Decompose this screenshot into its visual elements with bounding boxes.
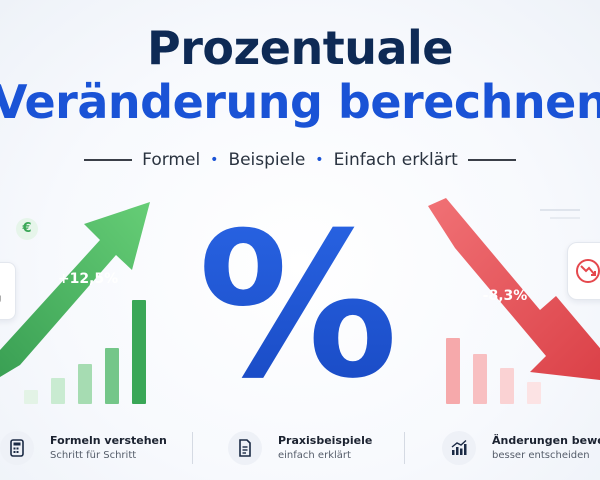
increase-label: +12,5% <box>58 271 118 287</box>
increase-bar <box>105 348 119 404</box>
feature-divider <box>192 432 193 464</box>
subtitle-item-formel: Formel <box>142 150 201 170</box>
increase-bar <box>78 364 92 404</box>
decrease-bar <box>446 338 460 404</box>
decrease-label: -8,3% <box>483 288 528 304</box>
feature-aenderungen: Änderungen bewerten besser entscheiden <box>442 420 600 476</box>
decrease-bar <box>500 368 514 404</box>
document-icon <box>228 431 262 465</box>
trend-down-card <box>567 242 600 300</box>
subtitle-item-einfach: Einfach erklärt <box>333 150 458 170</box>
feature-title: Formeln verstehen <box>50 434 167 447</box>
down-arrow-icon <box>428 198 600 380</box>
feature-subtitle: Schritt für Schritt <box>50 450 137 461</box>
left-card-text: g <box>0 293 1 304</box>
title-line-2: Veränderung berechnen <box>0 75 600 129</box>
decrease-bars <box>446 338 541 404</box>
feature-title: Praxisbeispiele <box>278 434 373 447</box>
increase-bar <box>24 390 38 404</box>
feature-formeln: Formeln verstehen Schritt für Schritt <box>0 420 167 476</box>
euro-icon: € <box>16 218 38 240</box>
decrease-bar <box>527 382 541 404</box>
feature-praxis: Praxisbeispiele einfach erklärt <box>228 420 372 476</box>
feature-divider <box>404 432 405 464</box>
feature-title: Änderungen bewerten <box>492 434 600 447</box>
chart-icon <box>442 431 476 465</box>
subtitle-dot: • <box>210 152 219 168</box>
increase-bars <box>24 300 146 404</box>
calculator-icon <box>0 431 34 465</box>
subtitle-rule-left <box>84 159 133 161</box>
feature-strip: Formeln verstehen Schritt für Schritt Pr… <box>0 420 600 476</box>
trend-down-icon <box>576 259 600 283</box>
increase-bar <box>132 300 146 404</box>
subtitle-row: Formel • Beispiele • Einfach erklärt <box>0 148 600 172</box>
increase-bar <box>51 378 65 404</box>
subtitle-rule-right <box>467 159 516 161</box>
decrease-bar <box>473 354 487 404</box>
left-info-card: g <box>0 262 16 320</box>
up-arrow-icon <box>0 202 150 377</box>
percent-icon: % <box>198 190 398 423</box>
feature-subtitle: einfach erklärt <box>278 450 351 461</box>
subtitle-dot: • <box>315 152 324 168</box>
subtitle-item-beispiele: Beispiele <box>228 150 306 170</box>
feature-subtitle: besser entscheiden <box>492 450 590 461</box>
title-line-1: Prozentuale <box>147 21 453 75</box>
